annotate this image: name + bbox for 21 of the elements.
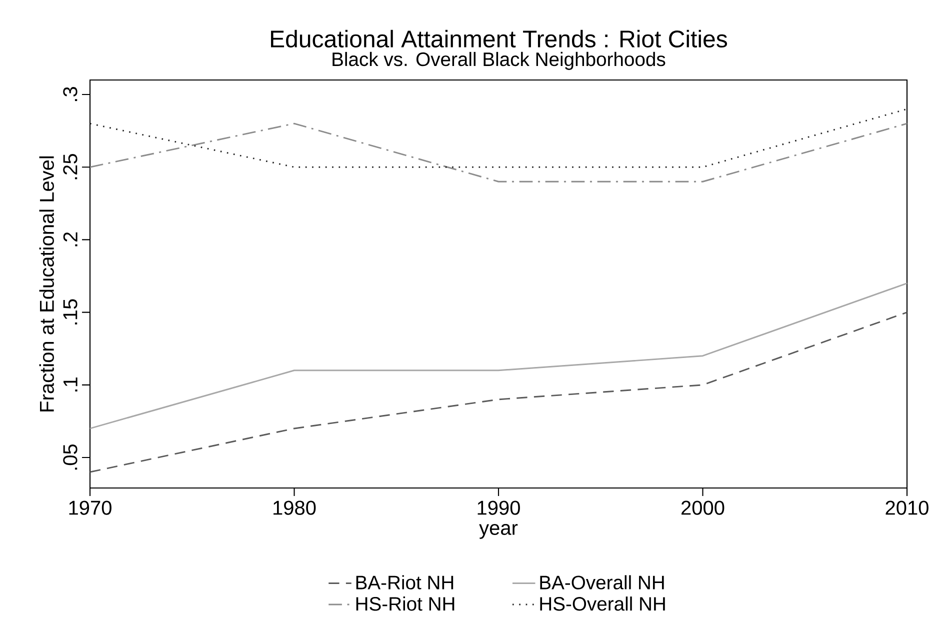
x-tick-label: 1970 [69,500,112,515]
chart-subtitle: Black vs. Overall Black Neighborhoods [332,52,666,70]
x-tick-label: 2010 [886,500,928,515]
y-tick-label: .05 [63,444,78,470]
y-axis-title: Fraction at Educational Level [39,156,54,412]
line-series [90,312,908,473]
x-tick-label: 1980 [274,500,316,515]
x-tick-label: 2000 [682,500,724,515]
x-axis-title: year [479,524,518,539]
y-tick-label: .2 [63,232,78,246]
y-tick-label: .3 [63,87,78,102]
legend-label: BA-Overall NH [540,575,664,590]
y-tick-label: .15 [63,299,78,324]
line-series [90,282,908,430]
x-tick-label: 1990 [478,500,520,515]
y-tick-label: .25 [63,154,78,180]
y-tick-label: .1 [64,378,78,392]
chart-title: Educational Attainment Trends : Riot Cities [271,30,728,48]
legend-label: HS-Riot NH [356,596,454,611]
legend-label: HS-Overall NH [540,596,665,611]
legend-label: BA-Riot NH [356,575,454,590]
